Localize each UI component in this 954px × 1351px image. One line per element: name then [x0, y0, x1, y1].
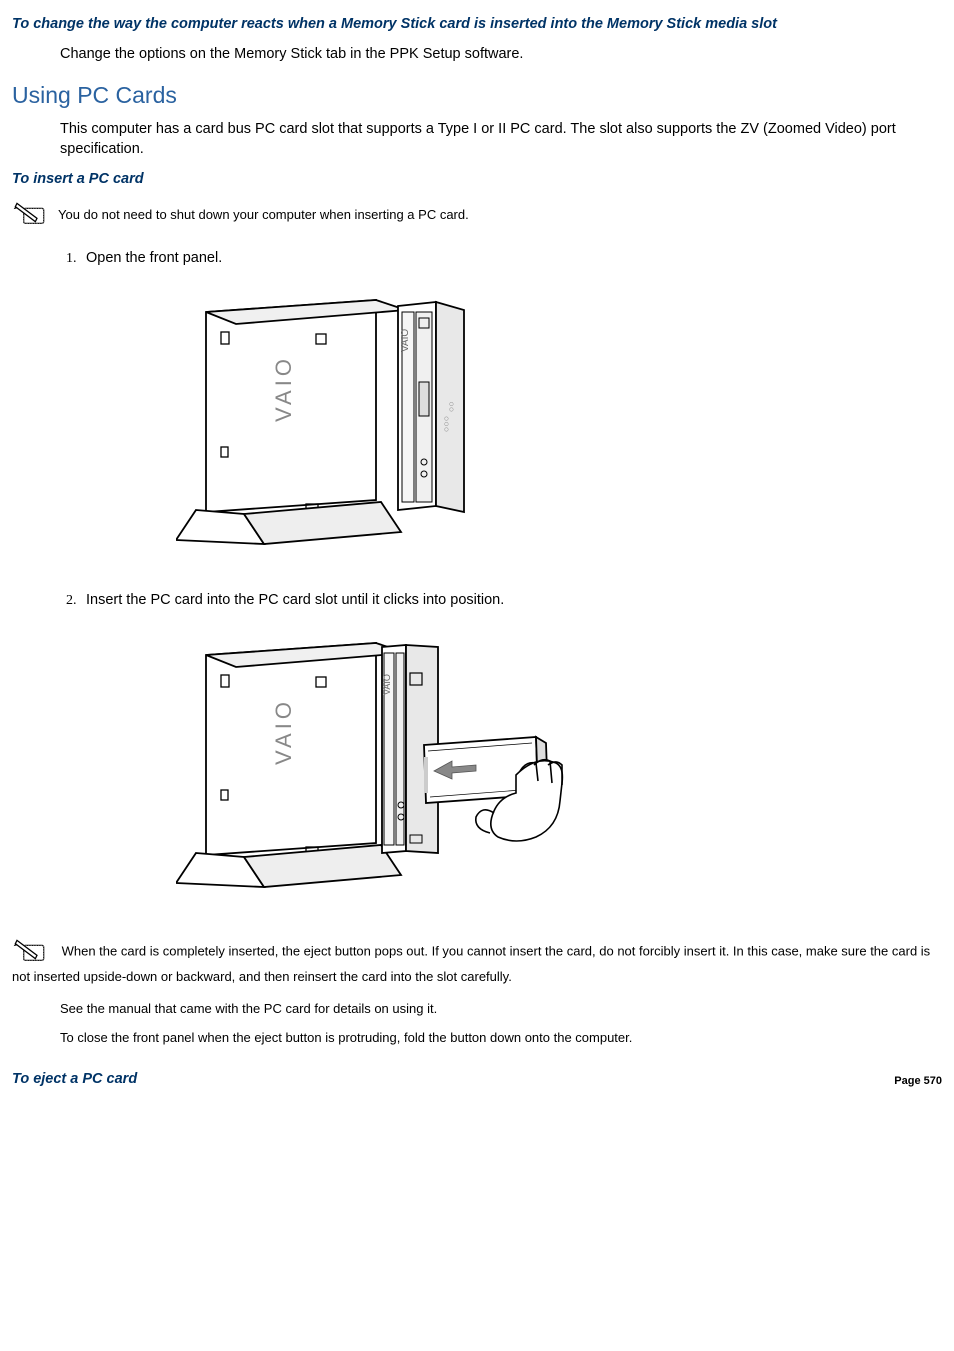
insert-steps-list: Open the front panel. VAIO — [60, 248, 942, 911]
svg-text:○○○: ○○○ — [441, 416, 451, 432]
body-memory-stick-options: Change the options on the Memory Stick t… — [60, 44, 942, 64]
note-eject-button-text: When the card is completely inserted, th… — [12, 944, 930, 984]
body-pc-card-intro: This computer has a card bus PC card slo… — [60, 119, 942, 160]
note-eject-button: When the card is completely inserted, th… — [12, 937, 942, 987]
step-open-panel-text: Open the front panel. — [86, 250, 222, 266]
step-open-panel: Open the front panel. VAIO — [80, 248, 942, 569]
svg-text:VAIO: VAIO — [382, 674, 392, 695]
svg-text:VAIO: VAIO — [271, 698, 296, 765]
body-see-manual: See the manual that came with the PC car… — [60, 1000, 942, 1018]
page-footer: To eject a PC card Page 570 — [12, 1069, 942, 1089]
page-number: Page 570 — [894, 1074, 942, 1089]
figure-insert-card: VAIO VAIO — [176, 625, 942, 911]
step-insert-card-text: Insert the PC card into the PC card slot… — [86, 592, 504, 608]
subheading-memory-stick: To change the way the computer reacts wh… — [12, 14, 942, 34]
pencil-note-icon — [12, 937, 52, 967]
svg-text:VAIO: VAIO — [271, 355, 296, 422]
subheading-insert-pc-card: To insert a PC card — [12, 169, 942, 189]
figure-open-panel: VAIO VAIO ○○○ — [176, 282, 942, 568]
section-using-pc-cards: Using PC Cards — [12, 79, 942, 111]
step-insert-card: Insert the PC card into the PC card slot… — [80, 590, 942, 911]
body-close-panel: To close the front panel when the eject … — [60, 1029, 942, 1047]
subheading-eject-pc-card: To eject a PC card — [12, 1069, 942, 1089]
svg-text:○○: ○○ — [446, 401, 456, 412]
note-no-shutdown-text: You do not need to shut down your comput… — [58, 206, 469, 224]
pencil-note-icon — [12, 200, 52, 230]
svg-text:VAIO: VAIO — [400, 329, 411, 352]
note-no-shutdown: You do not need to shut down your comput… — [12, 200, 942, 230]
